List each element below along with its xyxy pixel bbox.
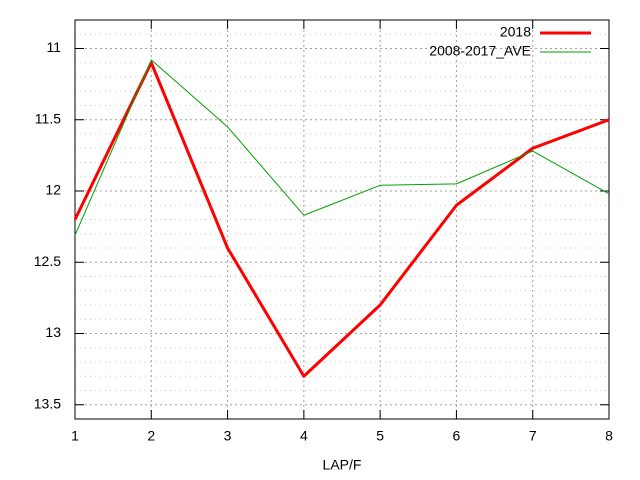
x-tick-label: 3 xyxy=(224,428,232,444)
y-tick-label: 12.5 xyxy=(34,253,61,269)
x-axis-label: LAP/F xyxy=(323,457,362,473)
x-tick-label: 1 xyxy=(71,428,79,444)
x-tick-label: 5 xyxy=(376,428,384,444)
y-tick-label: 13 xyxy=(45,324,61,340)
y-tick-label: 13.5 xyxy=(34,395,61,411)
legend-label: 2018 xyxy=(500,24,531,40)
x-tick-label: 7 xyxy=(529,428,537,444)
legend-label: 2008-2017_AVE xyxy=(429,43,531,59)
x-tick-label: 8 xyxy=(605,428,613,444)
y-tick-label: 11 xyxy=(46,39,61,55)
series-line xyxy=(73,61,610,378)
x-tick-label: 6 xyxy=(453,428,461,444)
y-tick-label: 12 xyxy=(45,182,61,198)
x-tick-label: 2 xyxy=(147,428,155,444)
y-tick-label: 11.5 xyxy=(35,110,61,126)
series-line xyxy=(74,59,610,236)
x-tick-label: 4 xyxy=(300,428,308,444)
